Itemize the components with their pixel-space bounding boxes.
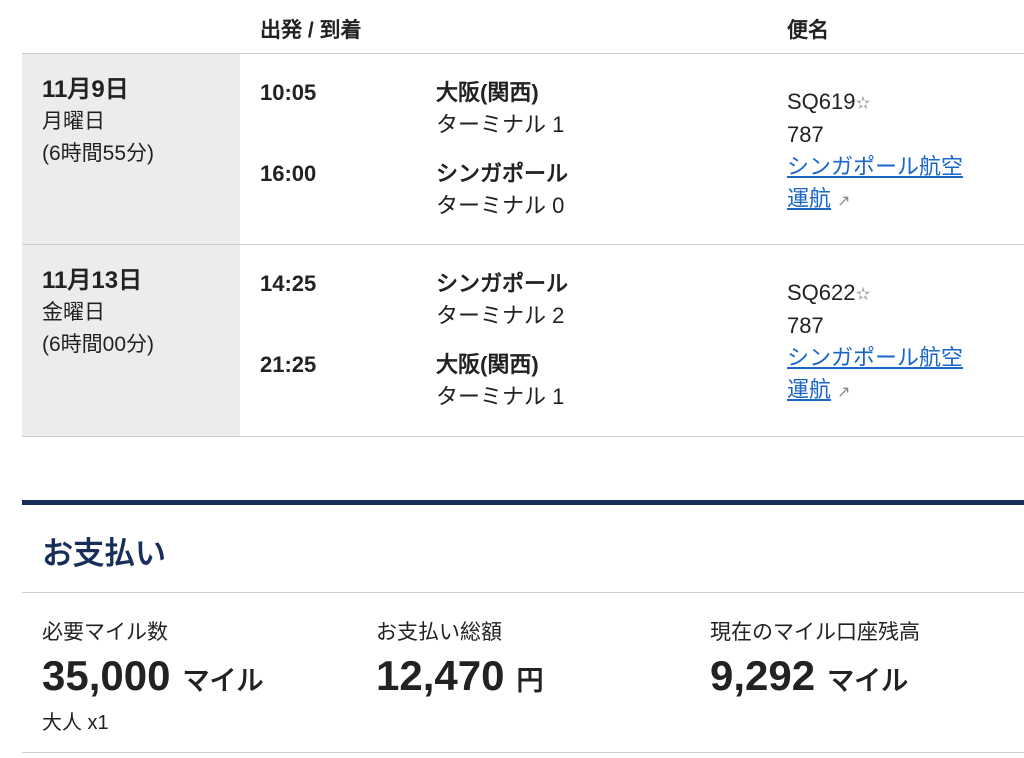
balance-value: 9,292 マイル	[710, 652, 908, 700]
duration: (6時間55分)	[42, 142, 155, 165]
header-flight: 便名	[787, 19, 829, 42]
flight-info: SQ622✫ 787 シンガポール航空 運航 ↗	[787, 277, 963, 409]
terminal: ターミナル 2	[436, 303, 565, 328]
value: 12,470	[376, 652, 505, 699]
dep-time: 10:05	[260, 80, 317, 105]
divider	[22, 53, 1024, 54]
terminal: ターミナル 0	[436, 193, 565, 218]
weekday: 金曜日	[42, 301, 105, 324]
operator-link[interactable]: シンガポール航空	[787, 345, 964, 370]
operated-link[interactable]: 運航	[787, 186, 832, 211]
airport-name: 大阪(関西)	[436, 80, 539, 105]
date-cell: 11月9日 月曜日 (6時間55分)	[22, 54, 240, 244]
total-label: お支払い総額	[376, 621, 502, 644]
arr-airport: 大阪(関西) ターミナル 1	[436, 349, 564, 413]
airport-name: 大阪(関西)	[436, 352, 539, 377]
airport-name: シンガポール	[436, 271, 569, 296]
flight-number: SQ622	[787, 280, 856, 305]
payment-title: お支払い	[42, 536, 166, 571]
date-cell: 11月13日 金曜日 (6時間00分)	[22, 245, 240, 436]
divider	[22, 592, 1024, 593]
balance-label: 現在のマイル口座残高	[710, 621, 920, 644]
section-bar	[22, 500, 1024, 505]
miles-value: 35,000 マイル	[42, 652, 263, 700]
operated-link[interactable]: 運航	[787, 377, 832, 402]
arr-airport: シンガポール ターミナル 0	[436, 158, 568, 222]
total-value: 12,470 円	[376, 652, 543, 700]
miles-label: 必要マイル数	[42, 621, 168, 644]
divider	[22, 436, 1024, 437]
terminal: ターミナル 1	[436, 112, 565, 137]
arr-time: 21:25	[260, 352, 317, 377]
divider	[22, 244, 1024, 245]
airport-name: シンガポール	[436, 161, 569, 186]
arr-time: 16:00	[260, 161, 317, 186]
header-dep-arr: 出発 / 到着	[260, 19, 362, 42]
flight-info: SQ619✫ 787 シンガポール航空 運航 ↗	[787, 86, 963, 218]
external-link-icon[interactable]: ↗	[837, 193, 851, 210]
divider	[22, 752, 1024, 753]
date: 11月9日	[42, 76, 129, 103]
star-alliance-icon: ✫	[855, 284, 871, 304]
dep-airport: シンガポール ターミナル 2	[436, 268, 568, 332]
flight-number: SQ619	[787, 89, 856, 114]
dep-time: 14:25	[260, 271, 317, 296]
value: 9,292	[710, 652, 816, 699]
terminal: ターミナル 1	[436, 384, 565, 409]
unit: マイル	[182, 666, 264, 696]
duration: (6時間00分)	[42, 333, 155, 356]
external-link-icon[interactable]: ↗	[837, 384, 851, 401]
unit: マイル	[827, 666, 909, 696]
star-alliance-icon: ✫	[855, 93, 871, 113]
aircraft: 787	[787, 122, 824, 147]
aircraft: 787	[787, 313, 824, 338]
passengers: 大人 x1	[42, 712, 109, 734]
value: 35,000	[42, 652, 171, 699]
dep-airport: 大阪(関西) ターミナル 1	[436, 77, 564, 141]
weekday: 月曜日	[42, 110, 105, 133]
date: 11月13日	[42, 267, 143, 294]
unit: 円	[516, 666, 544, 696]
operator-link[interactable]: シンガポール航空	[787, 154, 964, 179]
